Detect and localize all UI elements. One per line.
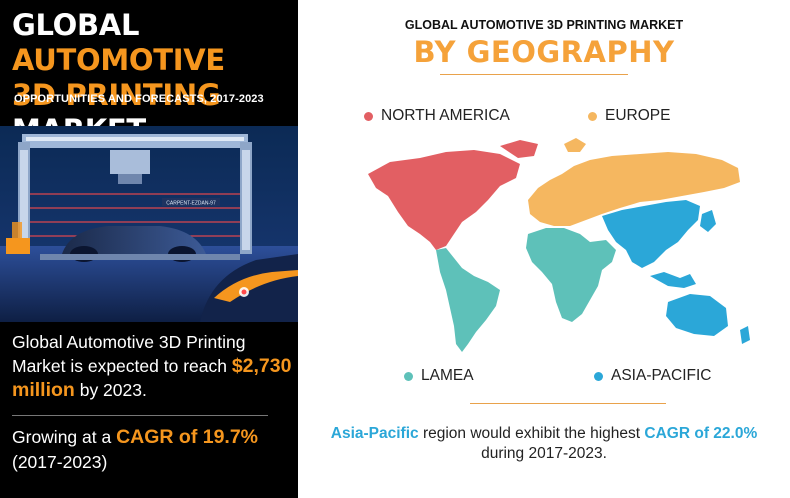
market-size-amount: $2,730 million [12, 355, 292, 401]
cagr-text: Growing at a CAGR of 19.7% (2017-2023) [12, 426, 259, 472]
north-america-region [368, 140, 538, 250]
legend-lamea: LAMEA [404, 367, 474, 385]
title-3d-printing: 3D PRINTING [12, 78, 221, 112]
bottom-divider [470, 403, 666, 404]
market-size-text: Global Automotive 3D Printing Market is … [12, 332, 292, 401]
divider [12, 415, 268, 416]
europe-region [528, 138, 740, 226]
left-subtitle: OPPORTUNITIES AND FORECASTS, 2017-2023 [14, 93, 264, 105]
europe-dot-icon [588, 111, 597, 121]
3d-printer-illustration: CARPENT-EZDAN-97 [0, 126, 298, 322]
title-underline [440, 74, 628, 75]
world-map [368, 138, 750, 352]
legend-asia-pacific: ASIA-PACIFIC [594, 367, 711, 385]
right-subtitle: GLOBAL AUTOMOTIVE 3D PRINTING MARKET [404, 18, 684, 32]
cagr-amount: CAGR of 19.7% [116, 426, 259, 448]
main-title: GLOBAL AUTOMOTIVE 3D PRINTING MARKET [12, 8, 298, 148]
bottom-region: Asia-Pacific [330, 425, 419, 442]
bottom-cagr: CAGR of 22.0% [644, 425, 758, 442]
asia-pacific-dot-icon [594, 371, 603, 381]
lamea-south-america-region [436, 248, 500, 352]
legend-north-america: NORTH AMERICA [364, 107, 510, 125]
legend-europe: EUROPE [588, 107, 670, 125]
bottom-statement: Asia-Pacific region would exhibit the hi… [330, 425, 758, 462]
asia-pacific-region [602, 200, 750, 344]
printer-label: CARPENT-EZDAN-97 [166, 201, 216, 207]
lamea-dot-icon [404, 371, 413, 381]
right-title: BY GEOGRAPHY [413, 35, 675, 69]
title-automotive: AUTOMOTIVE [12, 43, 225, 77]
north-america-dot-icon [364, 111, 373, 121]
title-global: GLOBAL [12, 8, 140, 42]
lamea-africa-region [526, 228, 616, 322]
left-panel: GLOBAL AUTOMOTIVE 3D PRINTING MARKET OPP… [0, 0, 298, 498]
